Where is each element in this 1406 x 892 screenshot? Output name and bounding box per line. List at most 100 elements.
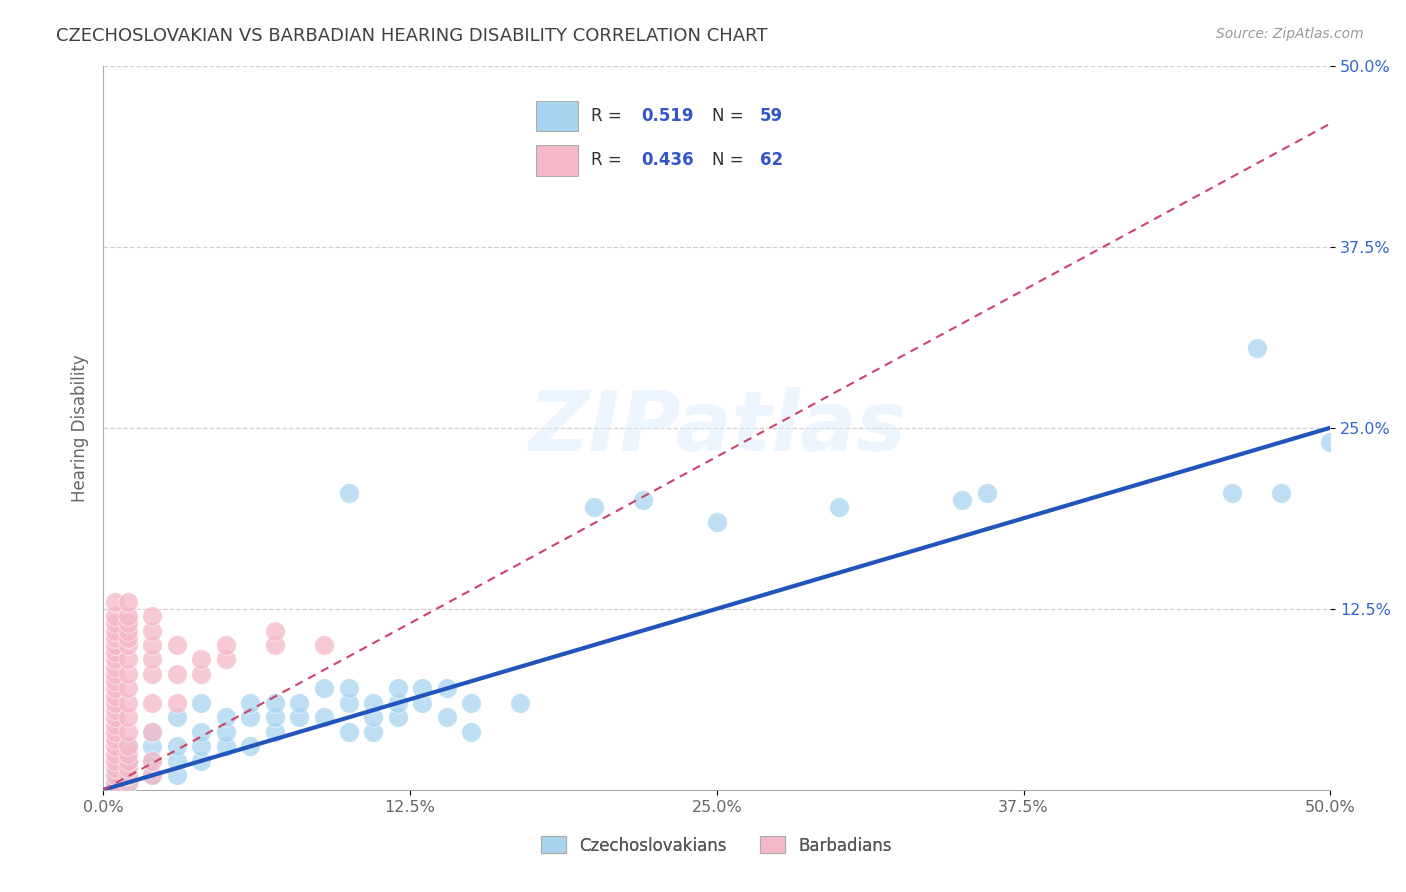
Point xyxy=(117,667,139,681)
Point xyxy=(104,761,127,775)
Point xyxy=(239,696,262,710)
Point xyxy=(166,696,188,710)
Point xyxy=(104,775,127,789)
Point xyxy=(264,624,287,638)
Point xyxy=(117,710,139,724)
Point xyxy=(387,696,409,710)
Point xyxy=(104,681,127,696)
Point xyxy=(141,725,163,739)
Point xyxy=(104,645,127,659)
Point xyxy=(411,696,433,710)
Point xyxy=(104,696,127,710)
Point xyxy=(583,500,606,515)
Point xyxy=(361,710,384,724)
Point xyxy=(104,594,127,608)
Point xyxy=(312,638,335,652)
Point xyxy=(104,616,127,631)
Point xyxy=(141,652,163,666)
Point xyxy=(288,710,311,724)
Point xyxy=(190,696,212,710)
Point xyxy=(117,754,139,768)
Point xyxy=(264,710,287,724)
Point xyxy=(312,681,335,696)
Point xyxy=(264,696,287,710)
Point xyxy=(117,739,139,754)
Point xyxy=(117,638,139,652)
Point xyxy=(215,710,238,724)
Point xyxy=(117,609,139,624)
Point xyxy=(117,725,139,739)
Point xyxy=(104,725,127,739)
Point xyxy=(337,725,360,739)
Point xyxy=(117,775,139,789)
Point xyxy=(141,609,163,624)
Point xyxy=(117,761,139,775)
Point xyxy=(337,681,360,696)
Point xyxy=(1246,341,1268,355)
Y-axis label: Hearing Disability: Hearing Disability xyxy=(72,354,89,501)
Text: CZECHOSLOVAKIAN VS BARBADIAN HEARING DISABILITY CORRELATION CHART: CZECHOSLOVAKIAN VS BARBADIAN HEARING DIS… xyxy=(56,27,768,45)
Point xyxy=(460,725,482,739)
Point xyxy=(117,739,139,754)
Point xyxy=(312,710,335,724)
Point xyxy=(117,747,139,761)
Point xyxy=(141,667,163,681)
Point xyxy=(411,681,433,696)
Point xyxy=(215,638,238,652)
Point xyxy=(215,652,238,666)
Text: ZIPatlas: ZIPatlas xyxy=(527,387,905,468)
Point xyxy=(166,754,188,768)
Point xyxy=(190,725,212,739)
Point xyxy=(117,768,139,782)
Point xyxy=(828,500,851,515)
Point xyxy=(190,739,212,754)
Point xyxy=(190,652,212,666)
Point xyxy=(104,754,127,768)
Point xyxy=(117,754,139,768)
Point xyxy=(361,696,384,710)
Point xyxy=(141,638,163,652)
Point xyxy=(166,768,188,782)
Point xyxy=(104,638,127,652)
Point xyxy=(104,674,127,689)
Text: Source: ZipAtlas.com: Source: ZipAtlas.com xyxy=(1216,27,1364,41)
Point xyxy=(166,638,188,652)
Point xyxy=(166,667,188,681)
Point xyxy=(509,696,531,710)
Point xyxy=(104,747,127,761)
Point xyxy=(141,754,163,768)
Point xyxy=(190,754,212,768)
Point xyxy=(1270,486,1292,500)
Point xyxy=(387,681,409,696)
Point xyxy=(361,725,384,739)
Point xyxy=(950,493,973,508)
Point xyxy=(117,768,139,782)
Point xyxy=(215,725,238,739)
Point xyxy=(460,696,482,710)
Point xyxy=(104,717,127,731)
Point xyxy=(190,667,212,681)
Point xyxy=(104,631,127,645)
Point xyxy=(141,754,163,768)
Point xyxy=(264,638,287,652)
Point xyxy=(1220,486,1243,500)
Point xyxy=(117,631,139,645)
Point xyxy=(117,616,139,631)
Point xyxy=(104,768,127,782)
Point xyxy=(117,681,139,696)
Point xyxy=(104,667,127,681)
Point xyxy=(141,739,163,754)
Point xyxy=(117,624,139,638)
Point xyxy=(141,725,163,739)
Point xyxy=(104,703,127,717)
Point xyxy=(104,739,127,754)
Point xyxy=(141,768,163,782)
Point xyxy=(104,659,127,673)
Point xyxy=(104,652,127,666)
Point xyxy=(141,624,163,638)
Point xyxy=(631,493,654,508)
Point xyxy=(706,515,728,529)
Point xyxy=(107,761,129,775)
Point xyxy=(436,710,458,724)
Point xyxy=(239,739,262,754)
